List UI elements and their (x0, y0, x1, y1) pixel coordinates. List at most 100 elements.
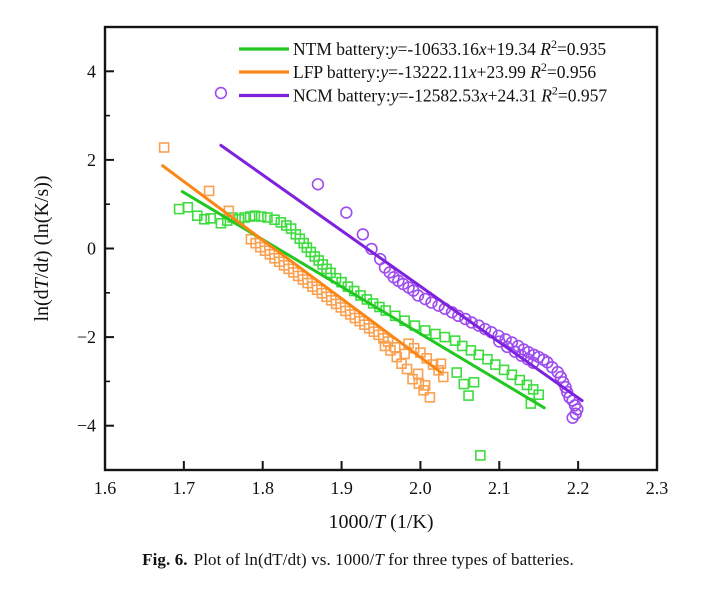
data-point-ncm (411, 289, 425, 302)
text-part: +24.31 (488, 86, 542, 106)
data-point-ntm (269, 214, 280, 226)
y-axis-tick-labels: −4 −2 0 2 4 (77, 61, 96, 435)
text-part: R (529, 62, 541, 82)
x-tick-label: 1.8 (251, 478, 274, 498)
text-part: (1/K) (385, 511, 433, 533)
text-part: =0.935 (557, 39, 606, 59)
text-part: 2 (551, 37, 557, 51)
caption-label: Fig. 6. (142, 550, 188, 569)
data-point-lfp (401, 363, 413, 375)
data-point-lfp (437, 371, 449, 383)
text-part: LFP battery: (293, 62, 380, 82)
fit-line-ntm (180, 190, 546, 410)
data-point-ntm (533, 389, 545, 400)
figure-caption: Fig. 6. Plot of ln(dT/dt) vs. 1000/T for … (0, 550, 716, 570)
legend-label-ncm: NCM battery:y=-12582.53x+24.31 R2=0.957 (293, 84, 607, 106)
x-tick-label: 1.7 (173, 478, 196, 498)
x-tick-label: 1.6 (94, 478, 117, 498)
data-point-ncm (499, 333, 512, 346)
data-point-ntm (458, 378, 470, 390)
y-tick-label: 4 (87, 61, 96, 81)
chart-background (0, 0, 716, 550)
text-part: T (31, 276, 53, 289)
data-point-ntm (249, 210, 261, 222)
text-part: 1000/ (328, 511, 374, 533)
battery-arrhenius-chart: 1.6 1.7 1.8 1.9 2.0 2.1 2.2 2.3 −4 −2 0 2 4 NTM bat… (0, 0, 716, 550)
text-part: ln(d (31, 289, 53, 321)
data-point-ncm (566, 411, 579, 424)
data-point-ncm (418, 292, 432, 306)
data-point-ntm (205, 213, 216, 224)
text-part: 2 (552, 84, 558, 98)
data-point-ntm (527, 384, 539, 395)
caption-part: Plot of ln(dT/dt) vs. 1000/ (193, 550, 375, 569)
text-part: =0.957 (558, 86, 607, 106)
data-point-ntm (191, 210, 203, 222)
text-part: R (539, 39, 551, 59)
y-tick-label: 2 (87, 150, 96, 170)
data-point-ntm (255, 211, 267, 222)
legend-label-lfp: LFP battery:y=-13222.11x+23.99 R2=0.956 (293, 60, 596, 82)
data-point-ncm (311, 178, 325, 191)
data-point-ntm (449, 335, 461, 346)
x-tick-label: 1.9 (330, 478, 353, 498)
fit-line-lfp (161, 164, 443, 374)
data-point-ntm (275, 217, 287, 228)
text-part: =-12582.53 (398, 86, 480, 106)
data-point-ncm (356, 228, 370, 241)
data-point-ntm (475, 450, 486, 461)
text-part: x (479, 86, 488, 106)
legend-label-ntm: NTM battery:y=-10633.16x+19.34 R2=0.935 (293, 37, 606, 59)
y-tick-label: 0 (87, 239, 96, 259)
text-part: NCM battery: (293, 86, 391, 106)
data-point-ntm (506, 369, 518, 381)
y-tick-label: −2 (77, 327, 96, 347)
data-point-ntm (199, 213, 210, 225)
y-axis-major-ticks (105, 70, 114, 427)
legend-entry-lfp: LFP battery:y=-13222.11x+23.99 R2=0.956 (239, 60, 596, 82)
data-point-ntm (439, 331, 451, 343)
text-part: y (388, 39, 398, 59)
x-axis-title: 1000/T (1/K) (328, 511, 433, 533)
text-part: x (468, 62, 477, 82)
data-point-ntm (182, 202, 194, 213)
data-point-lfp (424, 392, 436, 403)
text-part: +23.99 (477, 62, 531, 82)
x-tick-label: 2.2 (567, 478, 590, 498)
data-point-ntm (482, 353, 493, 365)
text-part: /d (31, 263, 53, 279)
plot-frame (103, 25, 659, 472)
x-tick-label: 2.3 (646, 478, 669, 498)
text-part: =-13222.11 (388, 62, 469, 82)
data-point-ncm (214, 86, 228, 100)
x-tick-label: 2.0 (409, 478, 432, 498)
caption-part: T (374, 550, 384, 569)
data-point-ntm (468, 376, 480, 388)
y-tick-label: −4 (77, 416, 96, 436)
data-point-ncm (465, 316, 478, 329)
text-part: R (540, 86, 552, 106)
data-point-ntm (262, 212, 273, 223)
scatter-points-layer (158, 86, 584, 461)
text-part: +19.34 (487, 39, 541, 59)
text-part: =0.956 (547, 62, 596, 82)
data-point-ntm (239, 212, 250, 223)
data-point-ntm (215, 217, 227, 229)
legend-entry-ntm: NTM battery:y=-10633.16x+19.34 R2=0.935 (239, 37, 606, 59)
legend: NTM battery:y=-10633.16x+19.34 R2=0.935L… (239, 37, 607, 106)
data-point-ncm (569, 407, 582, 420)
data-point-lfp (203, 185, 215, 197)
data-point-ncm (425, 296, 438, 309)
data-point-ntm (463, 390, 474, 401)
x-axis-tick-labels: 1.6 1.7 1.8 1.9 2.0 2.1 2.2 2.3 (94, 478, 669, 498)
text-part: NTM battery: (293, 39, 390, 59)
y-axis-title: ln(dT/dt) (ln(K/s)) (31, 175, 53, 321)
text-part: =-10633.16 (398, 39, 480, 59)
data-point-lfp (399, 348, 410, 360)
legend-entry-ncm: NCM battery:y=-12582.53x+24.31 R2=0.957 (239, 84, 607, 106)
fit-lines-layer (161, 143, 584, 410)
text-part: x (478, 39, 487, 59)
caption-part: for three types of batteries. (383, 550, 574, 569)
x-tick-label: 2.1 (488, 478, 511, 498)
